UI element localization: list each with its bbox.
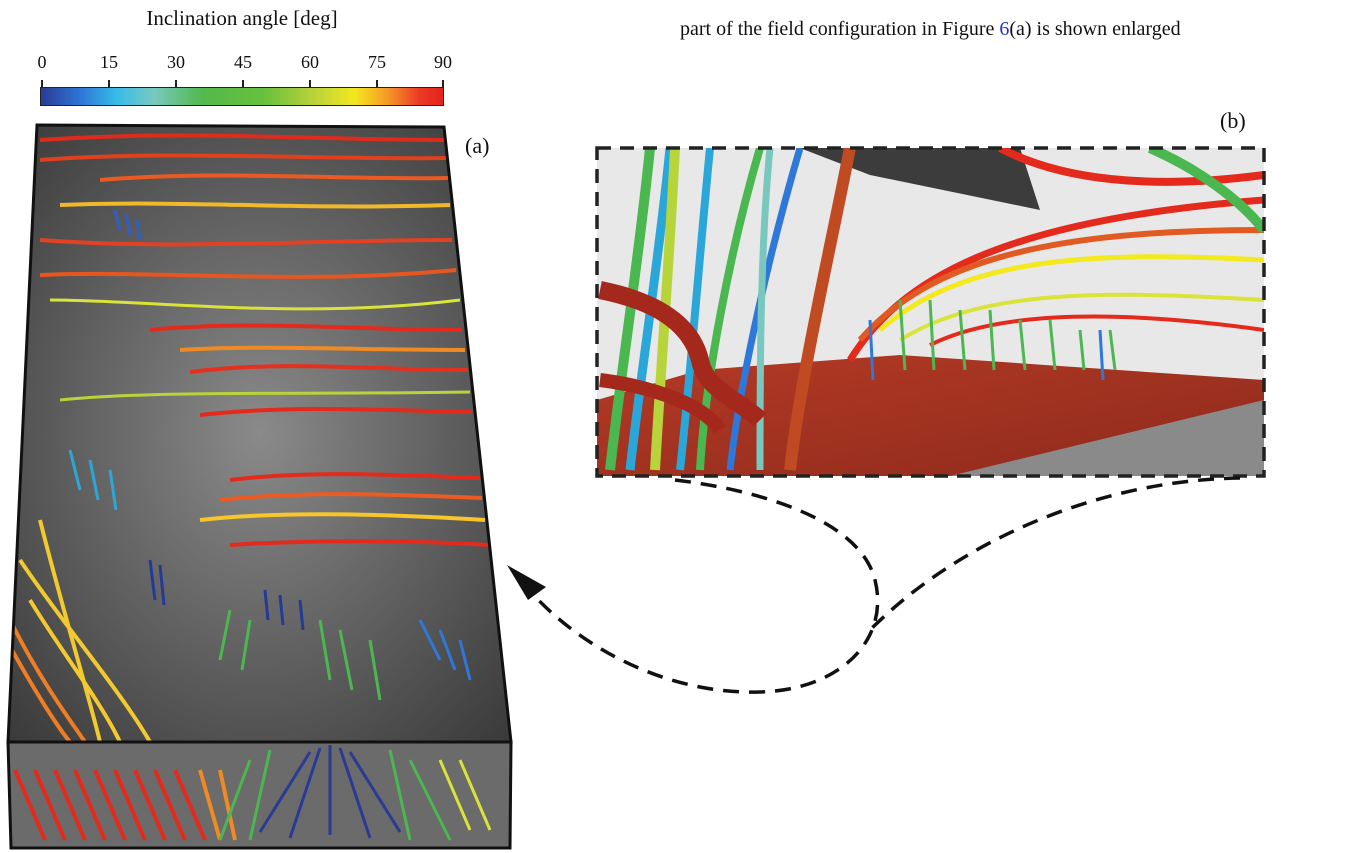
colorbar-tick-label: 45: [234, 52, 252, 72]
colorbar-tick-label: 90: [434, 52, 452, 72]
figure-reference-link[interactable]: 6: [999, 18, 1010, 40]
colorbar-tick-label: 15: [100, 52, 118, 72]
panel-a-label: (a): [465, 133, 490, 158]
colorbar-tick-label: 60: [301, 52, 319, 72]
panel-a-side-field-lines: [13, 745, 492, 841]
panel-b-label: (b): [1220, 108, 1246, 133]
caption-text-after: (a) is shown enlarged: [1009, 18, 1181, 40]
colorbar-tick: [309, 80, 311, 88]
zoom-connector-arrow: [507, 476, 1241, 694]
panel-a-box: [6, 123, 513, 744]
colorbar-tick: [242, 80, 244, 88]
panel-a-side-face: [6, 740, 513, 850]
colorbar-tick: [175, 80, 177, 88]
caption-text-before: part of the field configuration in Figur…: [680, 18, 1000, 40]
colorbar: [40, 87, 444, 106]
colorbar-tick: [41, 80, 43, 88]
panel-b-field-lines: [598, 148, 1264, 471]
panel-a-field-lines: [8, 133, 489, 742]
colorbar-tick: [442, 80, 444, 88]
colorbar-tick: [108, 80, 110, 88]
colorbar-tick: [376, 80, 378, 88]
colorbar-tick-label: 0: [37, 52, 47, 72]
colorbar-title: Inclination angle [deg]: [146, 6, 338, 30]
panel-b-zoom: [595, 146, 1266, 478]
arrow-head-icon: [507, 565, 546, 600]
figure-caption-fragment: part of the field configuration in Figur…: [680, 18, 1181, 41]
colorbar-tick-label: 75: [368, 52, 386, 72]
colorbar-tick-label: 30: [167, 52, 185, 72]
